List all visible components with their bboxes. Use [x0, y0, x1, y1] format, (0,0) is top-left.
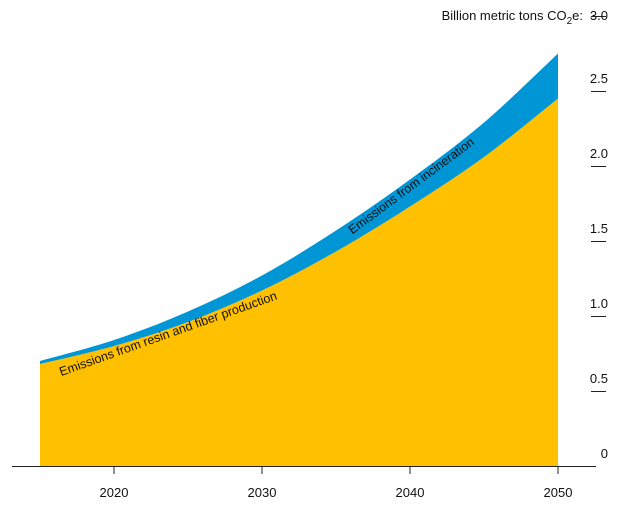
x-axis: 2020 2030 2040 2050 — [100, 466, 573, 500]
y-tick-label: 0.5 — [590, 371, 608, 386]
y-tick-label: 1.0 — [590, 296, 608, 311]
y-tick-label: 1.5 — [590, 221, 608, 236]
y-tick-label: 2.5 — [590, 71, 608, 86]
area-layer — [40, 53, 558, 466]
y-tick-label: 2.0 — [590, 146, 608, 161]
y-tick-label: 0 — [601, 446, 608, 461]
y-tick-label: 3.0 — [590, 8, 608, 23]
y-axis: 0 0.5 1.0 1.5 2.0 2.5 3.0 — [590, 8, 608, 461]
x-tick-label: 2050 — [544, 485, 573, 500]
area-resin-fiber-production — [40, 98, 558, 466]
x-tick-label: 2040 — [396, 485, 425, 500]
y-axis-unit-label: Billion metric tons CO2e: — [442, 8, 583, 27]
x-tick-label: 2020 — [100, 485, 129, 500]
x-tick-label: 2030 — [248, 485, 277, 500]
